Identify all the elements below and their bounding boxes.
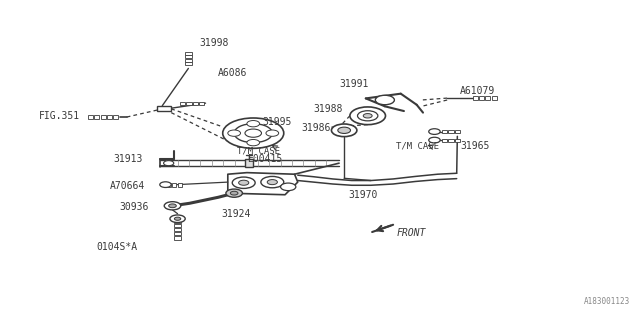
Circle shape bbox=[364, 114, 372, 118]
Bar bbox=[172, 183, 176, 187]
Circle shape bbox=[239, 180, 249, 185]
Bar bbox=[442, 130, 447, 133]
Bar bbox=[449, 139, 454, 142]
Circle shape bbox=[332, 124, 357, 137]
Text: T/M CASE: T/M CASE bbox=[396, 141, 439, 150]
Bar bbox=[184, 55, 192, 58]
Text: A70664: A70664 bbox=[110, 181, 145, 191]
Bar bbox=[479, 96, 484, 100]
Text: 31991: 31991 bbox=[339, 79, 369, 89]
Text: 31924: 31924 bbox=[221, 209, 251, 219]
Text: 0104S*A: 0104S*A bbox=[96, 242, 138, 252]
Bar bbox=[113, 115, 118, 119]
Circle shape bbox=[226, 189, 243, 197]
Bar bbox=[245, 159, 253, 167]
Text: 31965: 31965 bbox=[460, 141, 489, 151]
Circle shape bbox=[228, 130, 241, 136]
Bar bbox=[184, 62, 192, 65]
Text: 30936: 30936 bbox=[120, 202, 149, 212]
Text: 31998: 31998 bbox=[199, 38, 228, 48]
Text: A183001123: A183001123 bbox=[584, 297, 630, 306]
Circle shape bbox=[234, 124, 272, 143]
Bar bbox=[173, 232, 181, 236]
Bar bbox=[492, 96, 497, 100]
Text: 31995: 31995 bbox=[263, 117, 292, 127]
Circle shape bbox=[169, 204, 176, 208]
Text: E00415: E00415 bbox=[247, 154, 282, 164]
Bar bbox=[199, 102, 204, 105]
Circle shape bbox=[358, 111, 378, 121]
Circle shape bbox=[375, 95, 394, 105]
Circle shape bbox=[268, 180, 277, 185]
Circle shape bbox=[223, 118, 284, 148]
Text: T/M CASE: T/M CASE bbox=[237, 146, 280, 155]
Bar bbox=[184, 59, 192, 62]
Bar bbox=[193, 102, 198, 105]
Circle shape bbox=[350, 107, 385, 124]
Text: 31970: 31970 bbox=[349, 190, 378, 200]
Bar bbox=[173, 236, 181, 240]
Circle shape bbox=[245, 129, 262, 137]
Circle shape bbox=[160, 182, 172, 188]
Bar bbox=[166, 183, 171, 187]
Bar bbox=[455, 139, 460, 142]
Bar bbox=[455, 130, 460, 133]
Text: 31913: 31913 bbox=[113, 154, 143, 164]
Circle shape bbox=[247, 121, 260, 127]
Circle shape bbox=[230, 191, 238, 195]
Circle shape bbox=[261, 176, 284, 188]
Circle shape bbox=[429, 129, 440, 134]
Bar bbox=[449, 130, 454, 133]
Bar bbox=[157, 106, 172, 111]
Bar bbox=[184, 52, 192, 55]
Bar bbox=[94, 115, 99, 119]
Bar bbox=[442, 139, 447, 142]
Circle shape bbox=[164, 202, 180, 210]
Text: A61079: A61079 bbox=[460, 85, 495, 95]
Circle shape bbox=[338, 127, 351, 133]
Circle shape bbox=[164, 161, 173, 166]
Text: FRONT: FRONT bbox=[396, 228, 426, 238]
Circle shape bbox=[174, 217, 180, 220]
Bar bbox=[472, 96, 477, 100]
Circle shape bbox=[232, 177, 255, 188]
Text: A6086: A6086 bbox=[218, 68, 248, 78]
Bar bbox=[173, 220, 181, 223]
Circle shape bbox=[280, 183, 296, 191]
Text: FIG.351: FIG.351 bbox=[39, 111, 80, 121]
Bar bbox=[177, 183, 182, 187]
Bar bbox=[173, 224, 181, 227]
Circle shape bbox=[429, 137, 440, 143]
Bar bbox=[180, 102, 185, 105]
Bar bbox=[100, 115, 106, 119]
Bar bbox=[485, 96, 490, 100]
Bar bbox=[88, 115, 93, 119]
Text: 31986: 31986 bbox=[301, 124, 330, 133]
Circle shape bbox=[247, 140, 260, 146]
Circle shape bbox=[170, 215, 185, 222]
Circle shape bbox=[266, 130, 278, 136]
Bar bbox=[186, 102, 191, 105]
Text: 31988: 31988 bbox=[314, 104, 343, 115]
Bar bbox=[173, 228, 181, 231]
Bar bbox=[107, 115, 112, 119]
